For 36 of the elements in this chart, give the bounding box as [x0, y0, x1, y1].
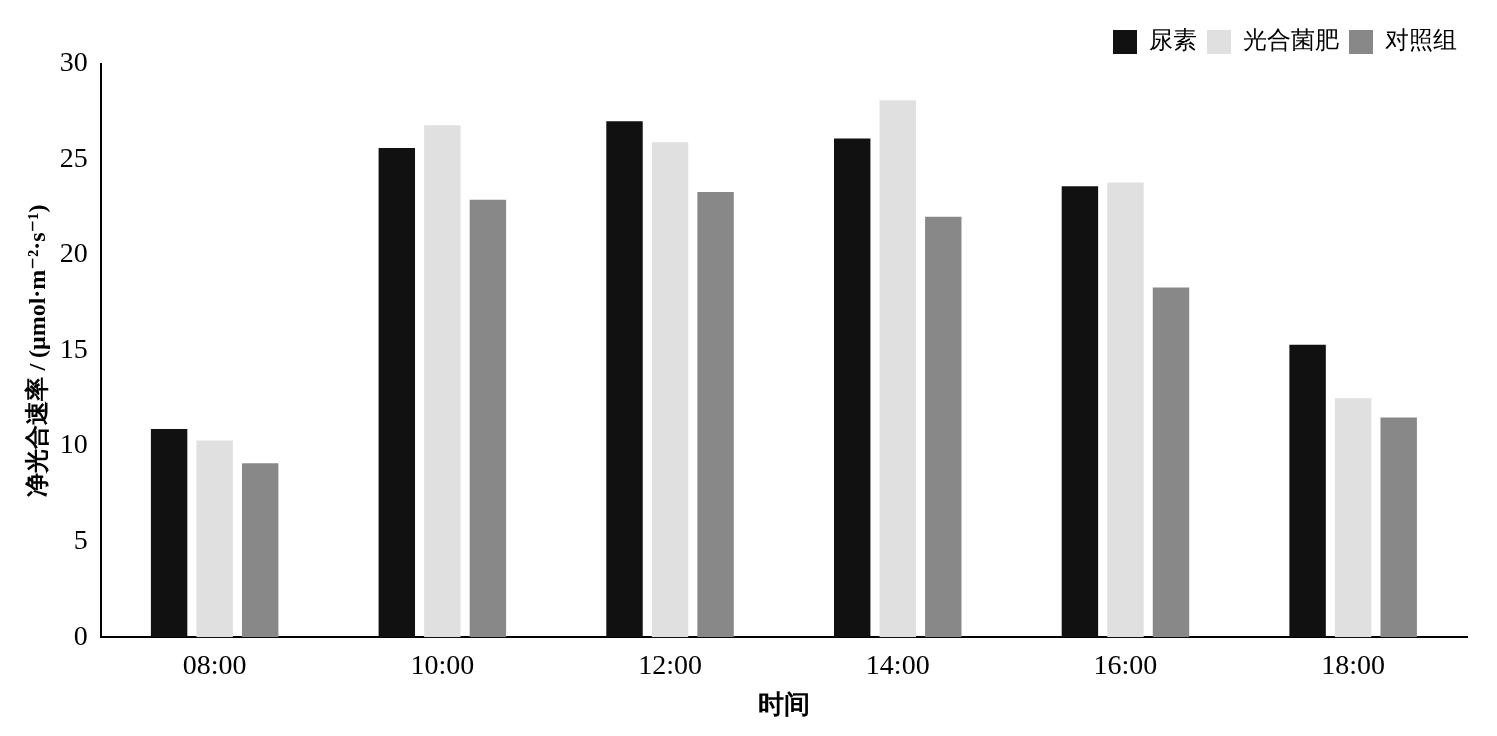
x-tick-label: 12:00 — [638, 649, 702, 681]
y-axis-title: 净光合速率 / (μmol·m⁻²·s⁻¹) — [23, 204, 50, 497]
y-tick-label: 25 — [59, 141, 88, 173]
bar — [651, 142, 689, 638]
bar — [241, 463, 279, 638]
y-tick-label: 0 — [73, 619, 88, 651]
y-tick-label: 30 — [59, 46, 88, 78]
y-tick-label: 20 — [59, 237, 88, 269]
x-tick-label: 14:00 — [865, 649, 930, 681]
bar — [1289, 344, 1326, 638]
legend-label: 对照组 — [1385, 27, 1457, 54]
legend-label: 光合菌肥 — [1243, 27, 1339, 54]
y-tick-label: 5 — [73, 524, 88, 556]
bar — [1334, 398, 1372, 638]
bar — [1061, 186, 1099, 638]
y-tick-label: 15 — [59, 332, 88, 364]
bar — [925, 216, 962, 638]
bar — [879, 100, 916, 638]
x-tick-label: 16:00 — [1093, 649, 1158, 681]
legend-label: 尿素 — [1149, 27, 1197, 54]
bar — [697, 192, 734, 638]
bar — [606, 121, 643, 638]
bar — [150, 428, 188, 638]
bar — [1107, 182, 1144, 638]
x-tick-label: 10:00 — [410, 649, 475, 681]
y-tick-label: 10 — [59, 428, 88, 460]
bar — [424, 125, 461, 638]
x-tick-label: 18:00 — [1321, 649, 1386, 681]
bar — [1380, 417, 1417, 638]
bar — [1152, 287, 1190, 638]
x-axis-title: 时间 — [757, 690, 810, 720]
bar — [378, 148, 416, 638]
bar — [833, 138, 871, 638]
bar — [469, 199, 507, 638]
bar — [196, 440, 233, 638]
x-tick-label: 08:00 — [182, 649, 247, 681]
